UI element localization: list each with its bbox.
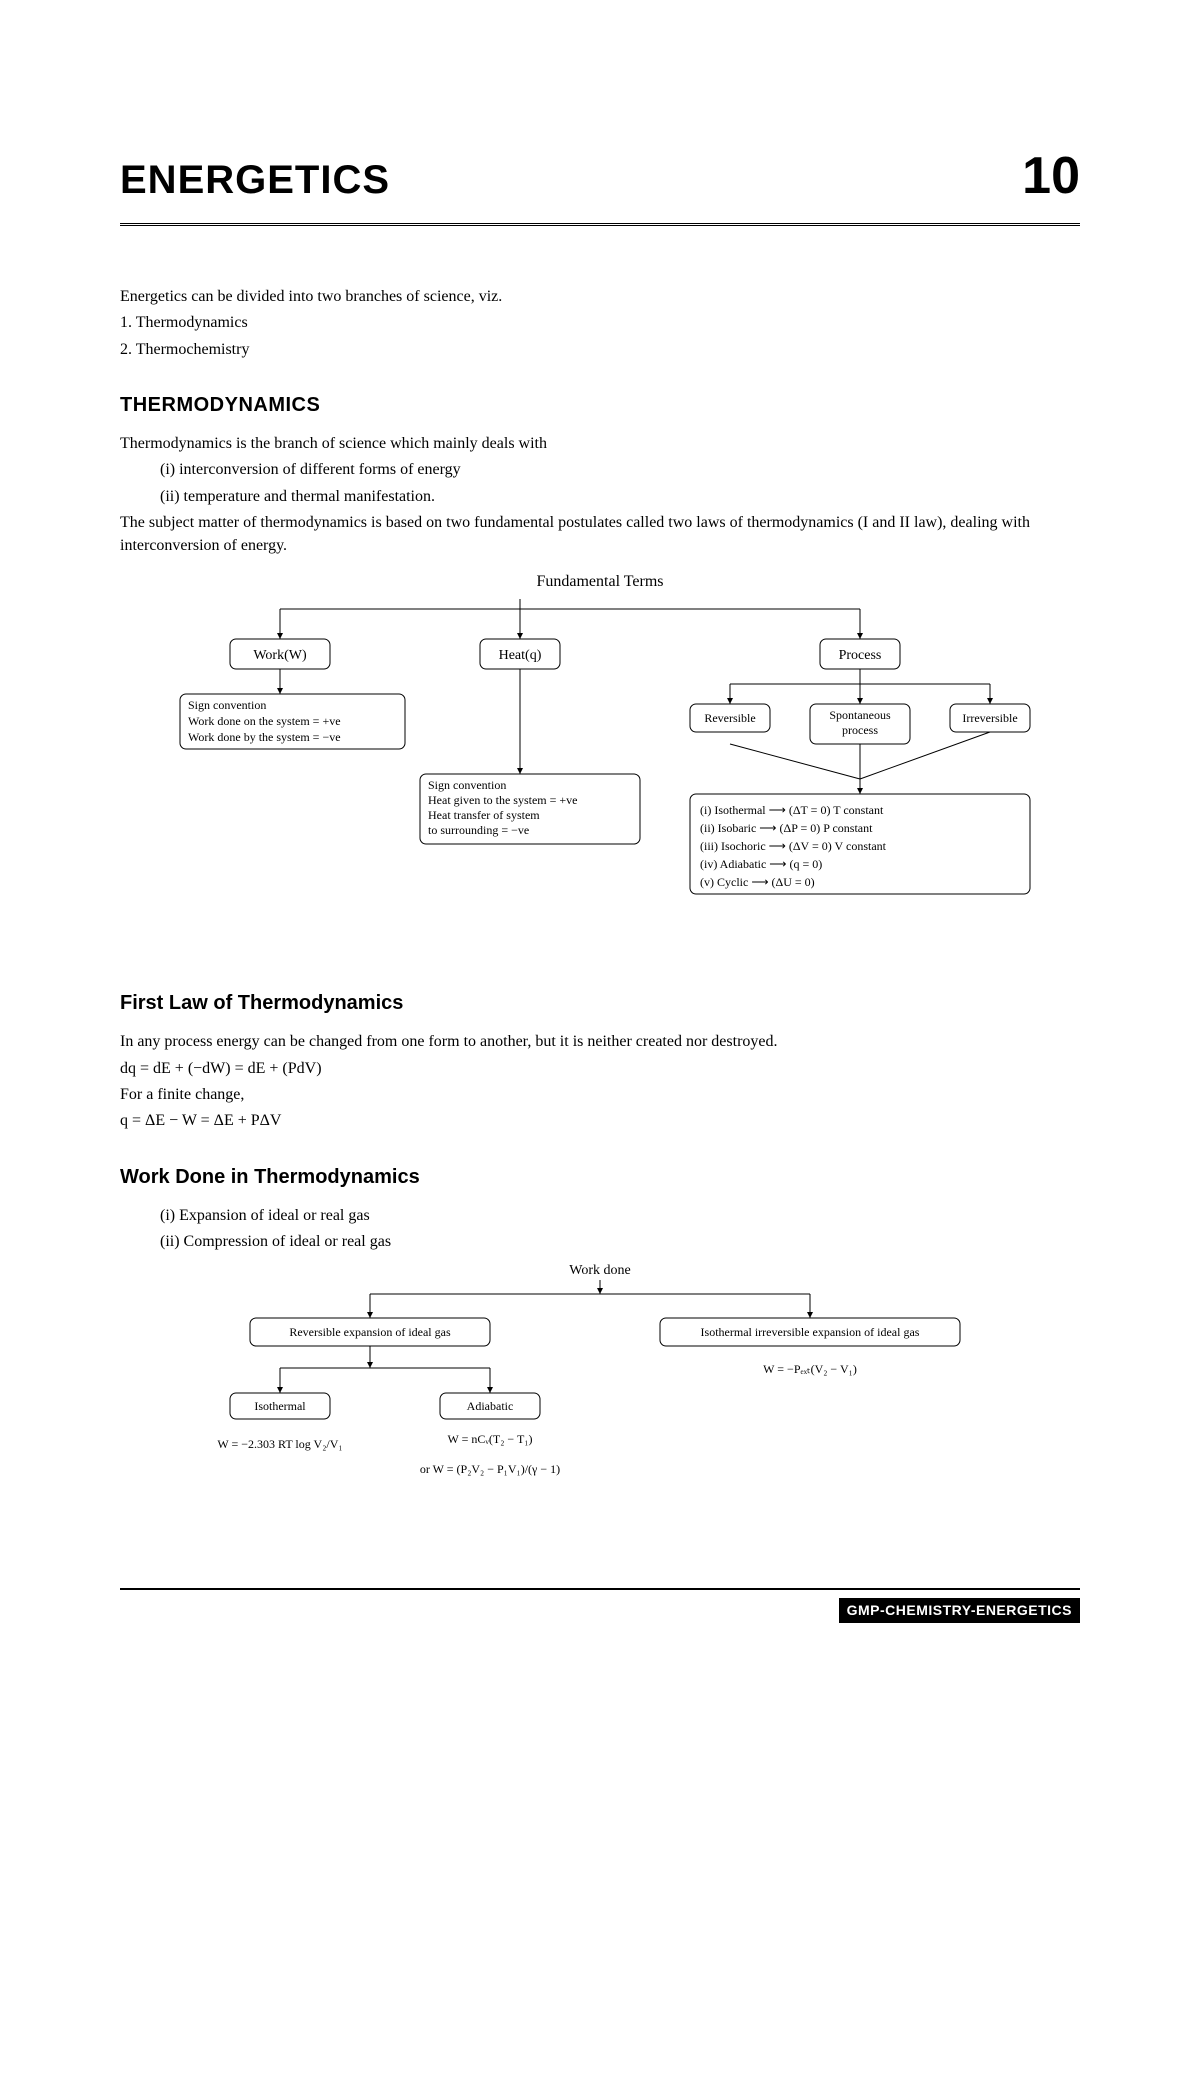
d1-signwork-1: Work done on the system = +ve xyxy=(188,714,341,728)
workdone-body: (i) Expansion of ideal or real gas (ii) … xyxy=(120,1205,1080,1254)
d1-irrev: Irreversible xyxy=(962,711,1017,725)
chapter-header: ENERGETICS 10 xyxy=(120,140,1080,226)
d2-adi-eq1: W = nCᵥ(T₂ − T₁) xyxy=(448,1432,533,1446)
d1-rev: Reversible xyxy=(704,711,755,725)
firstlaw-p2: dq = dE + (−dW) = dE + (PdV) xyxy=(120,1058,1080,1080)
d1-spon-1: Spontaneous xyxy=(829,708,891,722)
d1-ptype-5: (v) Cyclic ⟶ (ΔU = 0) xyxy=(700,875,815,889)
d2-title: Work done xyxy=(569,1263,630,1278)
d1-signheat-2: Heat transfer of system xyxy=(428,808,540,822)
intro-item-1: 1. Thermodynamics xyxy=(120,312,1080,334)
d1-work: Work(W) xyxy=(253,648,307,663)
thermo-lead: Thermodynamics is the branch of science … xyxy=(120,433,1080,455)
d1-signwork-t: Sign convention xyxy=(188,698,266,712)
workdone-pt1: (i) Expansion of ideal or real gas xyxy=(160,1205,1080,1227)
d1-spon-2: process xyxy=(842,723,878,737)
d1-ptype-3: (iii) Isochoric ⟶ (ΔV = 0) V constant xyxy=(700,839,887,853)
diagram1-title: Fundamental Terms xyxy=(120,571,1080,593)
chapter-title: ENERGETICS xyxy=(120,152,390,208)
firstlaw-title: First Law of Thermodynamics xyxy=(120,989,1080,1017)
section-title-thermo: THERMODYNAMICS xyxy=(120,391,1080,419)
firstlaw-body: In any process energy can be changed fro… xyxy=(120,1031,1080,1133)
workdone-diagram: Work done Reversible expansion of ideal … xyxy=(190,1258,1010,1538)
d1-ptype-1: (i) Isothermal ⟶ (ΔT = 0) T constant xyxy=(700,803,884,817)
d2-left: Reversible expansion of ideal gas xyxy=(289,1325,451,1339)
intro-item-2: 2. Thermochemistry xyxy=(120,339,1080,361)
d2-adi-eq2: or W = (P₂V₂ − P₁V₁)/(γ − 1) xyxy=(420,1462,560,1476)
intro-lead: Energetics can be divided into two branc… xyxy=(120,286,1080,308)
d2-iso-eq: W = −2.303 RT log V₂/V₁ xyxy=(217,1437,342,1451)
footer-badge: GMP-CHEMISTRY-ENERGETICS xyxy=(839,1598,1080,1624)
d1-process: Process xyxy=(839,648,882,663)
d1-heat: Heat(q) xyxy=(499,648,542,663)
d2-right: Isothermal irreversible expansion of ide… xyxy=(701,1325,920,1339)
chapter-number: 10 xyxy=(1022,140,1080,213)
d2-right-eq: W = −Pₑₓₜ(V₂ − V₁) xyxy=(763,1362,857,1376)
d1-signheat-t: Sign convention xyxy=(428,778,506,792)
d1-signheat-3: to surrounding = −ve xyxy=(428,823,529,837)
d2-iso: Isothermal xyxy=(254,1399,306,1413)
firstlaw-p3: For a finite change, xyxy=(120,1084,1080,1106)
d2-adi: Adiabatic xyxy=(467,1399,514,1413)
firstlaw-p1: In any process energy can be changed fro… xyxy=(120,1031,1080,1053)
thermo-tail: The subject matter of thermodynamics is … xyxy=(120,512,1080,557)
page-footer: GMP-CHEMISTRY-ENERGETICS xyxy=(120,1588,1080,1624)
workdone-title: Work Done in Thermodynamics xyxy=(120,1163,1080,1191)
d1-ptype-4: (iv) Adiabatic ⟶ (q = 0) xyxy=(700,857,822,871)
firstlaw-p4: q = ΔE − W = ΔE + PΔV xyxy=(120,1110,1080,1132)
fundamental-terms-diagram: Work(W) Heat(q) Process Sign convention … xyxy=(160,599,1040,959)
intro-block: Energetics can be divided into two branc… xyxy=(120,286,1080,361)
thermo-point-2: (ii) temperature and thermal manifestati… xyxy=(160,486,1080,508)
d1-ptype-2: (ii) Isobaric ⟶ (ΔP = 0) P constant xyxy=(700,821,873,835)
thermo-point-1: (i) interconversion of different forms o… xyxy=(160,459,1080,481)
thermo-body: Thermodynamics is the branch of science … xyxy=(120,433,1080,557)
d1-signwork-2: Work done by the system = −ve xyxy=(188,730,341,744)
d1-signheat-1: Heat given to the system = +ve xyxy=(428,793,578,807)
workdone-pt2: (ii) Compression of ideal or real gas xyxy=(160,1231,1080,1253)
